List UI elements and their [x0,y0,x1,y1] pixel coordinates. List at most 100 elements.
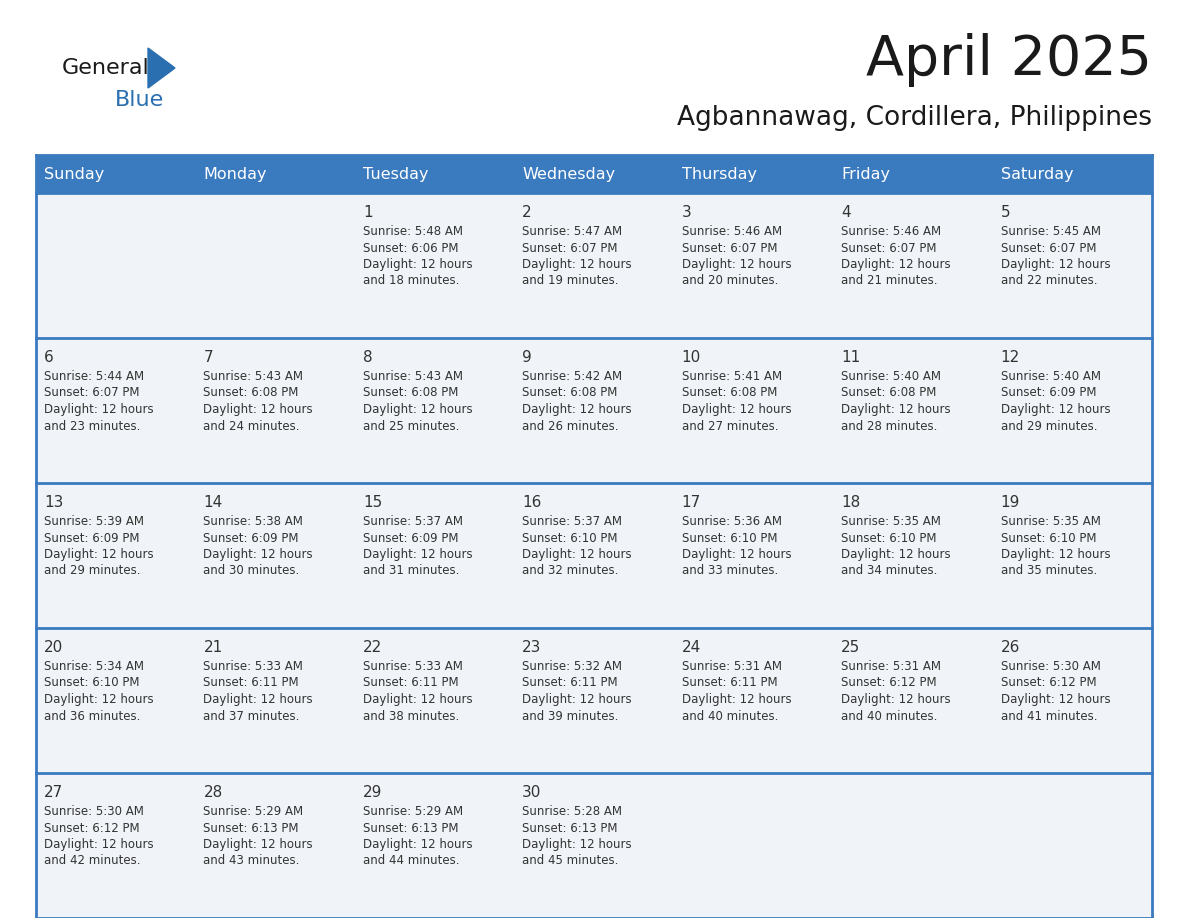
Text: Sunset: 6:07 PM: Sunset: 6:07 PM [44,386,139,399]
Text: Daylight: 12 hours: Daylight: 12 hours [1000,693,1111,706]
Text: 14: 14 [203,495,222,510]
Text: Daylight: 12 hours: Daylight: 12 hours [523,548,632,561]
Text: Daylight: 12 hours: Daylight: 12 hours [362,838,473,851]
Text: Daylight: 12 hours: Daylight: 12 hours [1000,403,1111,416]
Text: Sunset: 6:12 PM: Sunset: 6:12 PM [1000,677,1097,689]
Text: 11: 11 [841,350,860,365]
Text: 21: 21 [203,640,222,655]
Text: and 25 minutes.: and 25 minutes. [362,420,460,432]
Text: 9: 9 [523,350,532,365]
Text: Sunset: 6:08 PM: Sunset: 6:08 PM [841,386,936,399]
Text: Sunrise: 5:32 AM: Sunrise: 5:32 AM [523,660,623,673]
Text: 17: 17 [682,495,701,510]
Text: Daylight: 12 hours: Daylight: 12 hours [841,403,950,416]
Text: Sunset: 6:13 PM: Sunset: 6:13 PM [203,822,299,834]
Text: Sunset: 6:12 PM: Sunset: 6:12 PM [841,677,937,689]
Text: Sunrise: 5:48 AM: Sunrise: 5:48 AM [362,225,463,238]
FancyBboxPatch shape [36,338,1152,483]
Text: Sunset: 6:10 PM: Sunset: 6:10 PM [682,532,777,544]
Text: Sunrise: 5:41 AM: Sunrise: 5:41 AM [682,370,782,383]
Text: and 19 minutes.: and 19 minutes. [523,274,619,287]
Text: Sunrise: 5:42 AM: Sunrise: 5:42 AM [523,370,623,383]
Text: and 37 minutes.: and 37 minutes. [203,710,299,722]
Text: Sunrise: 5:33 AM: Sunrise: 5:33 AM [362,660,463,673]
Text: 30: 30 [523,785,542,800]
Text: Sunrise: 5:29 AM: Sunrise: 5:29 AM [362,805,463,818]
Text: Daylight: 12 hours: Daylight: 12 hours [203,838,314,851]
Text: Wednesday: Wednesday [523,166,615,182]
Text: 12: 12 [1000,350,1019,365]
Text: Agbannawag, Cordillera, Philippines: Agbannawag, Cordillera, Philippines [677,105,1152,131]
Text: Tuesday: Tuesday [362,166,429,182]
Text: Daylight: 12 hours: Daylight: 12 hours [682,548,791,561]
Text: Daylight: 12 hours: Daylight: 12 hours [682,693,791,706]
Text: Daylight: 12 hours: Daylight: 12 hours [682,403,791,416]
Text: and 40 minutes.: and 40 minutes. [841,710,937,722]
Text: Sunset: 6:07 PM: Sunset: 6:07 PM [1000,241,1097,254]
Text: Daylight: 12 hours: Daylight: 12 hours [203,693,314,706]
Text: and 34 minutes.: and 34 minutes. [841,565,937,577]
Text: 22: 22 [362,640,383,655]
Polygon shape [148,48,175,88]
Text: Sunrise: 5:36 AM: Sunrise: 5:36 AM [682,515,782,528]
Text: Sunset: 6:10 PM: Sunset: 6:10 PM [1000,532,1097,544]
Text: Daylight: 12 hours: Daylight: 12 hours [682,258,791,271]
Text: Thursday: Thursday [682,166,757,182]
Text: Sunrise: 5:37 AM: Sunrise: 5:37 AM [523,515,623,528]
Text: Friday: Friday [841,166,890,182]
Text: Daylight: 12 hours: Daylight: 12 hours [523,258,632,271]
Text: Sunset: 6:08 PM: Sunset: 6:08 PM [523,386,618,399]
FancyBboxPatch shape [36,628,1152,773]
Text: 6: 6 [44,350,53,365]
Text: Sunrise: 5:43 AM: Sunrise: 5:43 AM [203,370,303,383]
Text: Daylight: 12 hours: Daylight: 12 hours [44,548,153,561]
Text: and 45 minutes.: and 45 minutes. [523,855,619,868]
Text: Sunset: 6:08 PM: Sunset: 6:08 PM [362,386,459,399]
Text: 1: 1 [362,205,373,220]
Text: Sunset: 6:07 PM: Sunset: 6:07 PM [682,241,777,254]
Text: and 35 minutes.: and 35 minutes. [1000,565,1097,577]
Text: and 28 minutes.: and 28 minutes. [841,420,937,432]
Text: and 39 minutes.: and 39 minutes. [523,710,619,722]
Text: Sunrise: 5:30 AM: Sunrise: 5:30 AM [44,805,144,818]
Text: 5: 5 [1000,205,1010,220]
Text: Sunrise: 5:35 AM: Sunrise: 5:35 AM [841,515,941,528]
FancyBboxPatch shape [36,483,1152,628]
Text: and 41 minutes.: and 41 minutes. [1000,710,1097,722]
Text: 13: 13 [44,495,63,510]
FancyBboxPatch shape [36,155,1152,193]
Text: Monday: Monday [203,166,267,182]
Text: 24: 24 [682,640,701,655]
Text: and 29 minutes.: and 29 minutes. [1000,420,1097,432]
Text: Sunset: 6:09 PM: Sunset: 6:09 PM [362,532,459,544]
Text: Daylight: 12 hours: Daylight: 12 hours [362,693,473,706]
Text: Sunset: 6:13 PM: Sunset: 6:13 PM [362,822,459,834]
Text: Sunrise: 5:39 AM: Sunrise: 5:39 AM [44,515,144,528]
Text: 25: 25 [841,640,860,655]
Text: and 43 minutes.: and 43 minutes. [203,855,299,868]
Text: 2: 2 [523,205,532,220]
Text: 8: 8 [362,350,373,365]
Text: Daylight: 12 hours: Daylight: 12 hours [523,838,632,851]
Text: Sunrise: 5:46 AM: Sunrise: 5:46 AM [682,225,782,238]
Text: Sunset: 6:09 PM: Sunset: 6:09 PM [44,532,139,544]
Text: Sunrise: 5:45 AM: Sunrise: 5:45 AM [1000,225,1100,238]
Text: Daylight: 12 hours: Daylight: 12 hours [841,258,950,271]
Text: Sunday: Sunday [44,166,105,182]
Text: Sunset: 6:06 PM: Sunset: 6:06 PM [362,241,459,254]
FancyBboxPatch shape [36,773,1152,918]
Text: Sunrise: 5:40 AM: Sunrise: 5:40 AM [841,370,941,383]
Text: Sunrise: 5:30 AM: Sunrise: 5:30 AM [1000,660,1100,673]
Text: Sunrise: 5:44 AM: Sunrise: 5:44 AM [44,370,144,383]
Text: Sunrise: 5:34 AM: Sunrise: 5:34 AM [44,660,144,673]
Text: Sunset: 6:08 PM: Sunset: 6:08 PM [203,386,299,399]
Text: and 31 minutes.: and 31 minutes. [362,565,460,577]
Text: 28: 28 [203,785,222,800]
Text: April 2025: April 2025 [866,33,1152,87]
Text: Sunrise: 5:35 AM: Sunrise: 5:35 AM [1000,515,1100,528]
Text: Daylight: 12 hours: Daylight: 12 hours [362,403,473,416]
Text: Daylight: 12 hours: Daylight: 12 hours [1000,548,1111,561]
Text: and 20 minutes.: and 20 minutes. [682,274,778,287]
Text: 4: 4 [841,205,851,220]
Text: and 26 minutes.: and 26 minutes. [523,420,619,432]
